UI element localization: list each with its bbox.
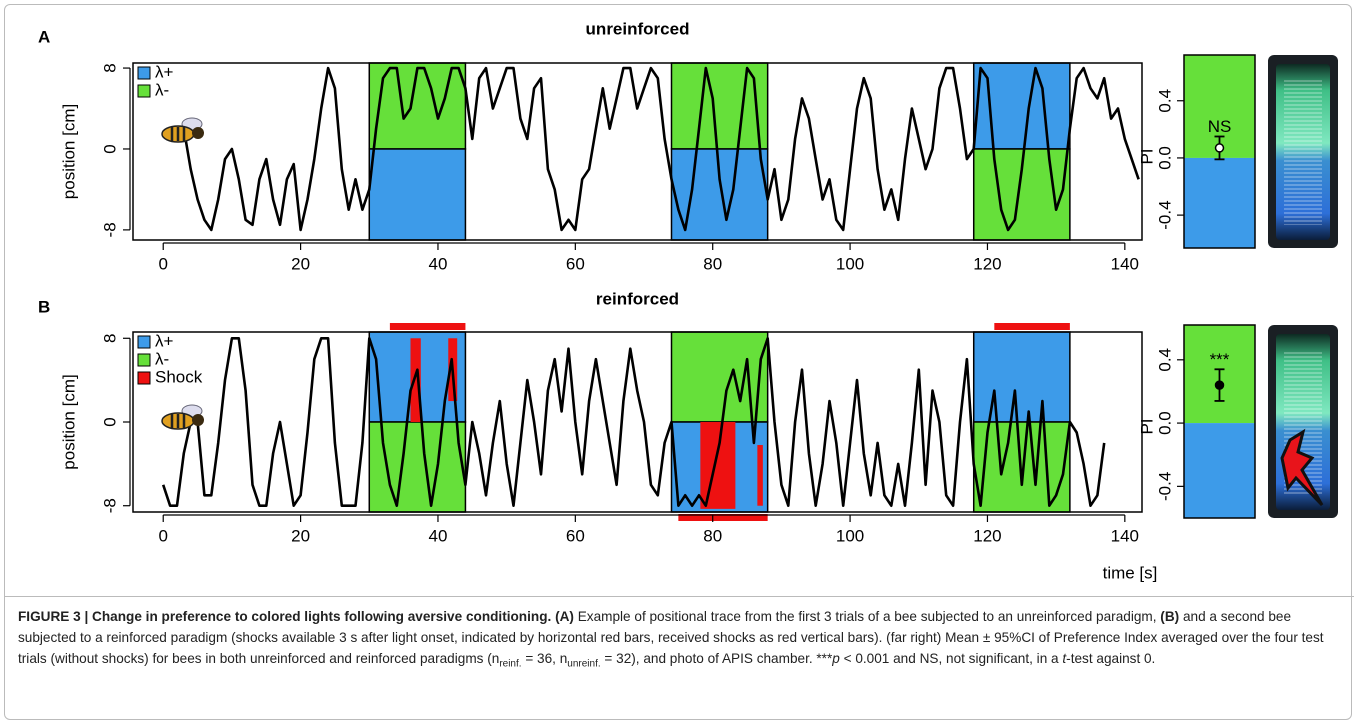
shock-icon	[1280, 428, 1324, 507]
chart-title: unreinforced	[586, 19, 690, 38]
y-tick-label: 8	[100, 334, 119, 343]
bee-icon	[161, 404, 204, 430]
y-tick-label: 0	[100, 417, 119, 426]
legend-label: Shock	[155, 367, 203, 386]
legend-label: λ-	[155, 349, 169, 368]
legend-swatch	[137, 84, 151, 98]
pi-frame	[1183, 54, 1256, 249]
x-tick-label: 100	[836, 526, 864, 545]
caption-text: (A)	[555, 609, 574, 624]
panel-label: A	[38, 27, 50, 46]
pi-lower	[1184, 423, 1255, 518]
position-trace	[182, 66, 1140, 232]
x-tick-label: 60	[566, 254, 585, 273]
caption-text: t	[1062, 651, 1067, 666]
x-tick-label: 120	[973, 254, 1001, 273]
caption-text: Example of positional trace from the fir…	[573, 609, 1161, 624]
trial-lower	[368, 421, 467, 513]
x-tick-label: 20	[291, 254, 310, 273]
y-tick-label: -8	[100, 498, 119, 513]
plot-frame	[132, 331, 1143, 513]
x-tick-label: 120	[973, 526, 1001, 545]
panel-label: B	[38, 297, 50, 316]
trial-upper	[670, 62, 769, 150]
chart-title: reinforced	[596, 289, 679, 308]
trial-upper	[972, 62, 1071, 150]
position-trace	[161, 337, 1106, 507]
bee-head	[192, 414, 204, 426]
shock-window	[389, 323, 466, 330]
y-tick-label: 0	[100, 144, 119, 153]
shock-window	[678, 514, 768, 521]
caption-text: (B)	[1160, 609, 1180, 624]
chamber-photo-b	[1268, 325, 1338, 518]
x-tick-label: 100	[836, 254, 864, 273]
pi-frame	[1183, 324, 1256, 519]
caption-rule	[4, 596, 1354, 597]
plot-frame	[132, 62, 1143, 241]
trial-lower	[368, 148, 467, 241]
x-tick-label: 60	[566, 526, 585, 545]
significance-label: NS	[1208, 117, 1232, 136]
x-tick-label: 140	[1111, 254, 1139, 273]
legend-swatch	[137, 353, 151, 367]
y-axis-label: PI	[1137, 148, 1156, 164]
x-tick-label: 80	[703, 526, 722, 545]
caption-text: < 0.001 and NS, not significant, in a	[839, 651, 1063, 666]
shock-received	[700, 422, 736, 509]
x-tick-label: 40	[429, 526, 448, 545]
shock-received	[410, 338, 421, 422]
x-tick-label: 0	[158, 254, 167, 273]
y-tick-label: 0.4	[1155, 89, 1174, 113]
x-tick-label: 80	[703, 254, 722, 273]
pi-lower	[1184, 157, 1255, 248]
y-tick-label: 0.4	[1155, 348, 1174, 372]
y-tick-label: 0.0	[1155, 411, 1174, 435]
mean-point	[1214, 143, 1225, 153]
bee-head	[192, 127, 204, 139]
y-tick-label: -0.4	[1155, 472, 1174, 501]
figure-frame	[4, 4, 1352, 720]
shock-received	[757, 445, 763, 506]
legend-swatch	[137, 66, 151, 80]
x-tick-label: 140	[1111, 526, 1139, 545]
caption-text: = 32), and photo of APIS chamber. ***	[600, 651, 833, 666]
caption-text: = 36, n	[521, 651, 568, 666]
legend-swatch	[137, 335, 151, 349]
y-tick-label: 8	[100, 63, 119, 72]
legend-label: λ+	[155, 62, 174, 81]
caption-text: and a second bee subjected to a reinforc…	[18, 609, 1324, 666]
caption-text: reinf.	[499, 658, 522, 670]
legend-swatch	[137, 371, 151, 385]
chamber-photo-a	[1268, 55, 1338, 248]
bee-icon	[161, 117, 204, 143]
x-axis-label: time [s]	[1103, 563, 1158, 582]
caption-text: -test against 0.	[1066, 651, 1156, 666]
legend-label: λ+	[155, 331, 174, 350]
y-axis-label: position [cm]	[59, 374, 78, 469]
x-tick-label: 0	[158, 526, 167, 545]
trial-upper	[972, 331, 1071, 423]
y-axis-label: PI	[1137, 418, 1156, 434]
legend-label: λ-	[155, 80, 169, 99]
caption-text: unreinf.	[567, 658, 601, 670]
x-tick-label: 40	[429, 254, 448, 273]
significance-label: ***	[1210, 350, 1230, 369]
mean-point	[1214, 380, 1225, 390]
caption: FIGURE 3 | Change in preference to color…	[18, 606, 1340, 675]
y-tick-label: -8	[100, 222, 119, 237]
caption-text: p	[832, 651, 840, 666]
caption-label: FIGURE 3 | Change in preference to color…	[18, 609, 552, 624]
x-tick-label: 20	[291, 526, 310, 545]
trial-upper	[670, 331, 769, 423]
y-tick-label: 0.0	[1155, 146, 1174, 170]
y-axis-label: position [cm]	[59, 104, 78, 199]
shock-window	[994, 323, 1070, 330]
y-tick-label: -0.4	[1155, 200, 1174, 229]
